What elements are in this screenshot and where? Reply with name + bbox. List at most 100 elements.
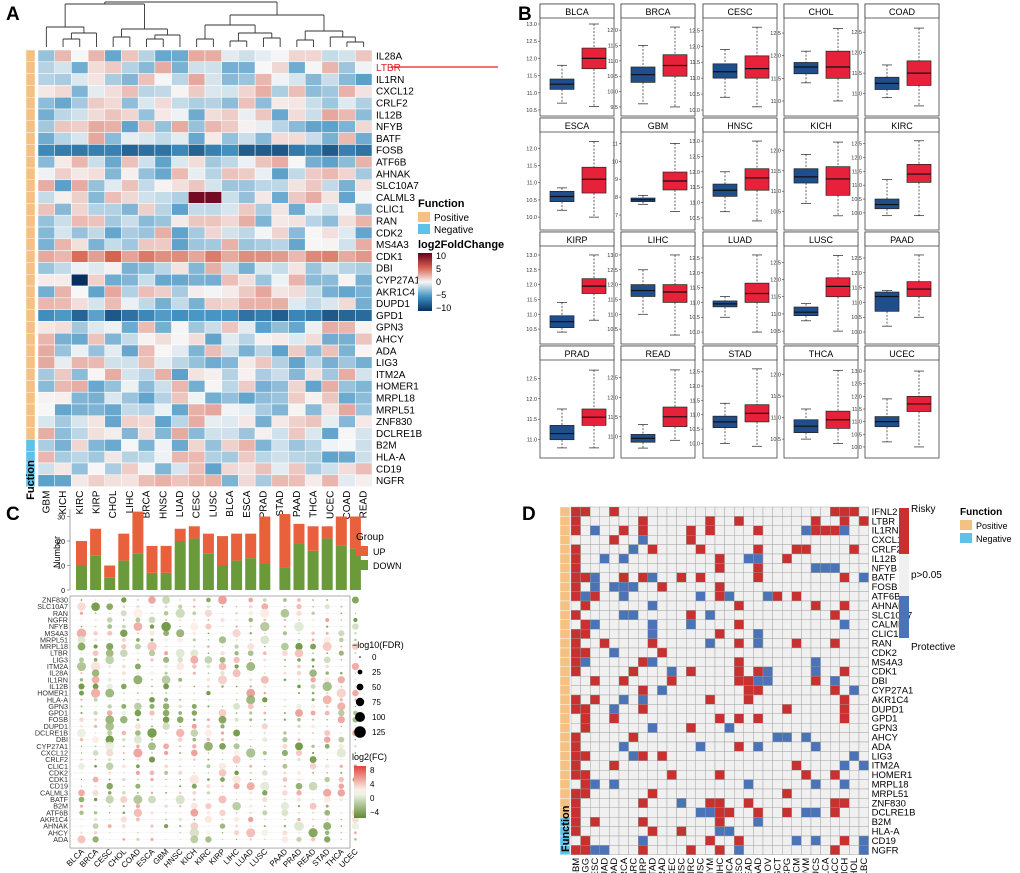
panel-d-cell xyxy=(849,629,860,639)
panel-d-cell xyxy=(820,723,831,733)
panel-c-dot xyxy=(163,656,170,663)
panel-c-dot xyxy=(190,835,199,844)
panel-a-heat-cell xyxy=(288,368,306,381)
panel-c-dot xyxy=(80,652,83,655)
boxplot-tick-label: 11.5 xyxy=(690,286,700,292)
panel-d-cell xyxy=(772,572,783,583)
panel-d-cell xyxy=(772,553,783,564)
boxplot-tick-label: 12.0 xyxy=(851,394,862,400)
panel-d-gene-label: IFNL2 xyxy=(872,507,898,518)
panel-c-dot xyxy=(179,645,181,648)
panel-d-cell xyxy=(618,610,629,621)
panel-a-heat-cell xyxy=(87,96,106,110)
panel-d-cell xyxy=(657,845,668,856)
boxplot-tick-label: 12.5 xyxy=(851,142,862,148)
panel-c-dot xyxy=(235,725,238,727)
panel-c-dot xyxy=(192,611,197,616)
panel-d-cell xyxy=(695,826,706,837)
panel-d-cell xyxy=(618,835,629,846)
panel-d-cell xyxy=(676,845,687,856)
panel-a-heat-cell xyxy=(355,450,373,464)
panel-d-cell xyxy=(686,582,697,592)
panel-c-dot xyxy=(220,731,225,735)
panel-a-heat-cell xyxy=(321,73,339,86)
boxplot-box-normal xyxy=(712,63,738,79)
panel-c-dot xyxy=(94,618,97,621)
panel-a-heat-cell xyxy=(321,49,339,63)
panel-d-cell xyxy=(618,544,629,555)
panel-a-heat-cell xyxy=(304,309,323,322)
panel-d-cell xyxy=(666,657,677,668)
panel-a-heat-cell xyxy=(104,273,122,287)
panel-a-heat-cell xyxy=(238,380,256,393)
boxplot-title: HNSC xyxy=(727,121,753,131)
panel-a-heat-cell xyxy=(87,85,106,98)
panel-d-cell xyxy=(810,770,821,780)
panel-a-heat-cell xyxy=(321,439,339,452)
panel-c-dot xyxy=(324,743,330,749)
panel-a-heat-cell xyxy=(87,403,106,417)
panel-d-cell xyxy=(849,826,860,837)
panel-d-cell xyxy=(580,553,591,564)
panel-c-dot xyxy=(281,642,289,651)
panel-d-cell xyxy=(801,582,812,592)
boxplot-tick-label: 11.5 xyxy=(771,169,781,175)
panel-c-dot xyxy=(282,830,288,836)
panel-a-heat-cell xyxy=(204,344,222,358)
boxplot-tick-label: 11.5 xyxy=(852,286,862,292)
panel-a-gene-label: ZNF830 xyxy=(376,417,413,428)
panel-d-cell xyxy=(647,506,658,517)
panel-d-cell xyxy=(820,591,831,602)
boxplot-tick-label: 11.5 xyxy=(608,44,618,50)
panel-a-legend-fc-title: log2FoldChange xyxy=(418,239,504,251)
panel-d-cell xyxy=(638,638,649,649)
panel-c-dot xyxy=(133,675,143,685)
panel-c-dot xyxy=(149,710,155,716)
panel-c-dot xyxy=(324,710,330,716)
panel-d-cell xyxy=(714,685,725,696)
panel-a-gene-label: NFYB xyxy=(376,122,403,133)
panel-a-heat-cell xyxy=(321,250,339,263)
panel-a-heat-cell xyxy=(338,450,356,464)
panel-d-cell xyxy=(830,553,841,564)
boxplot-box-tumor xyxy=(825,277,851,298)
panel-d-cell xyxy=(666,544,677,555)
panel-d-cell xyxy=(705,751,716,762)
panel-a-label: A xyxy=(6,4,20,25)
panel-d-cell xyxy=(695,629,706,639)
panel-c-dot xyxy=(191,723,197,729)
panel-a-heat-cell xyxy=(288,439,306,452)
panel-a-heat-cell xyxy=(71,85,89,98)
panel-d-cell xyxy=(657,713,668,724)
panel-d-cell xyxy=(849,563,860,574)
panel-a-heat-cell xyxy=(355,403,373,417)
panel-d-cell xyxy=(782,506,793,517)
panel-a-heat-cell xyxy=(221,191,239,204)
panel-a-heat-cell xyxy=(71,439,89,452)
panel-d-cell xyxy=(609,817,620,827)
panel-c-dot xyxy=(248,804,253,809)
panel-d-cell xyxy=(724,666,735,677)
panel-d-cell xyxy=(599,591,610,602)
panel-a-dendrogram xyxy=(45,1,365,47)
panel-a-heat-cell xyxy=(338,391,356,405)
panel-d-cell xyxy=(820,666,831,677)
panel-d-legend-ns-label: p>0.05 xyxy=(911,570,942,581)
panel-c-dot xyxy=(79,657,84,663)
panel-d-cell xyxy=(830,591,841,602)
panel-d-cell xyxy=(762,845,773,856)
panel-c-bar-up xyxy=(202,533,214,554)
panel-a-heat-cell xyxy=(54,73,72,86)
panel-a-heat-cell xyxy=(71,344,89,358)
panel-d-function-cell xyxy=(559,676,571,686)
panel-c-dot xyxy=(250,725,252,727)
panel-a-heat-cell xyxy=(121,439,139,452)
panel-a-heat-cell xyxy=(37,321,55,334)
panel-c-dot xyxy=(284,639,286,641)
panel-a-heat-cell xyxy=(87,250,106,263)
panel-d-cell xyxy=(734,760,745,771)
panel-a-heat-cell xyxy=(254,203,273,216)
panel-a-heat-cell xyxy=(321,214,339,228)
panel-d-cell xyxy=(820,647,831,658)
